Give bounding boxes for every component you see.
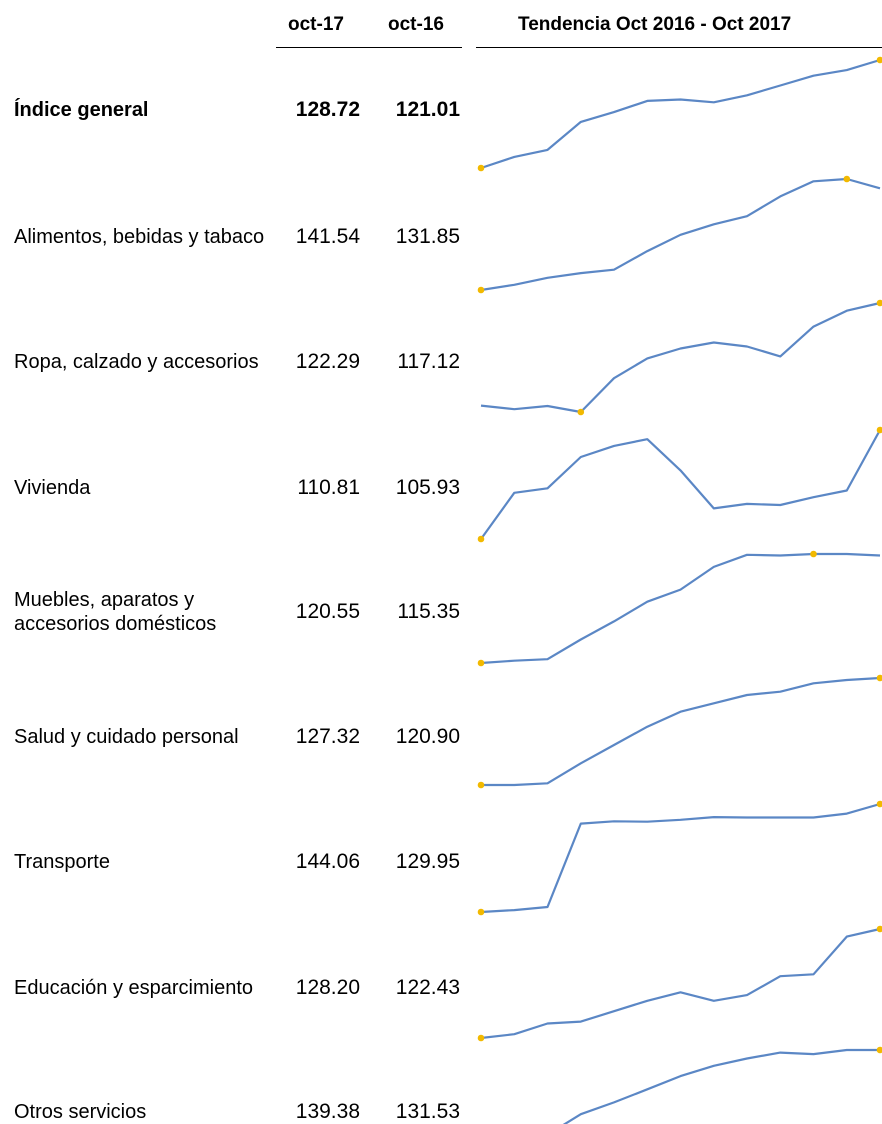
sparkline-marker (477, 908, 485, 916)
row-label: Ropa, calzado y accesorios (14, 351, 259, 373)
row-label: Muebles, aparatos y accesorios doméstico… (14, 589, 217, 635)
sparkline-marker (477, 1034, 485, 1042)
sparkline-0 (480, 58, 881, 170)
sparkline-1 (480, 177, 881, 292)
value-oct16: 117.12 (397, 350, 460, 373)
sparkline-4 (480, 552, 881, 665)
sparkline-3 (480, 429, 881, 540)
value-oct16: 129.95 (395, 850, 460, 873)
sparkline-marker (477, 781, 485, 789)
sparkline-marker (477, 535, 485, 543)
row-label: Educación y esparcimiento (14, 977, 254, 999)
value-oct17: 127.32 (295, 725, 360, 748)
sparkline-marker (477, 286, 485, 294)
value-oct16: 105.93 (395, 476, 460, 499)
row-label: Otros servicios (14, 1101, 147, 1123)
row-label: Alimentos, bebidas y tabaco (14, 226, 265, 248)
value-oct17: 120.55 (295, 600, 360, 623)
sparkline-marker (876, 56, 882, 64)
value-oct16: 131.85 (395, 225, 460, 248)
sparkline-marker (876, 925, 882, 933)
value-oct17: 139.38 (295, 1100, 360, 1123)
row-label: Transporte (14, 851, 110, 873)
header-trend: Tendencia Oct 2016 - Oct 2017 (518, 14, 792, 35)
sparkline-marker (876, 1046, 882, 1054)
value-oct17: 122.29 (295, 350, 360, 373)
sparkline-marker (577, 408, 585, 416)
sparkline-marker (876, 674, 882, 682)
value-oct16: 120.90 (395, 725, 460, 748)
header-rule-trend (476, 47, 882, 48)
value-oct17: 110.81 (297, 476, 360, 499)
sparkline-marker (477, 164, 485, 172)
value-oct16: 131.53 (395, 1100, 460, 1123)
sparkline-marker (477, 659, 485, 667)
sparkline-marker (876, 800, 882, 808)
value-oct16: 122.43 (395, 976, 460, 999)
sparkline-marker (843, 175, 851, 183)
sparkline-marker (876, 299, 882, 307)
header-oct16: oct-16 (388, 14, 444, 35)
value-oct16: 121.01 (395, 98, 460, 121)
header-rule-numbers (276, 47, 462, 48)
header-oct17: oct-17 (288, 14, 344, 35)
sparkline-5 (481, 676, 881, 787)
sparkline-marker (876, 426, 882, 434)
value-oct17: 128.20 (295, 976, 360, 999)
sparkline-8 (562, 1048, 880, 1124)
row-label: Vivienda (14, 477, 91, 499)
sparkline-7 (480, 927, 881, 1040)
row-label: Índice general (14, 99, 149, 121)
sparkline-2 (480, 301, 881, 414)
row-label: Salud y cuidado personal (14, 726, 239, 748)
value-oct16: 115.35 (397, 600, 460, 623)
sparkline-marker (810, 550, 817, 558)
value-oct17: 141.54 (295, 225, 360, 248)
sparkline-6 (480, 802, 881, 914)
value-oct17: 144.06 (295, 850, 360, 873)
value-oct17: 128.72 (295, 98, 360, 121)
